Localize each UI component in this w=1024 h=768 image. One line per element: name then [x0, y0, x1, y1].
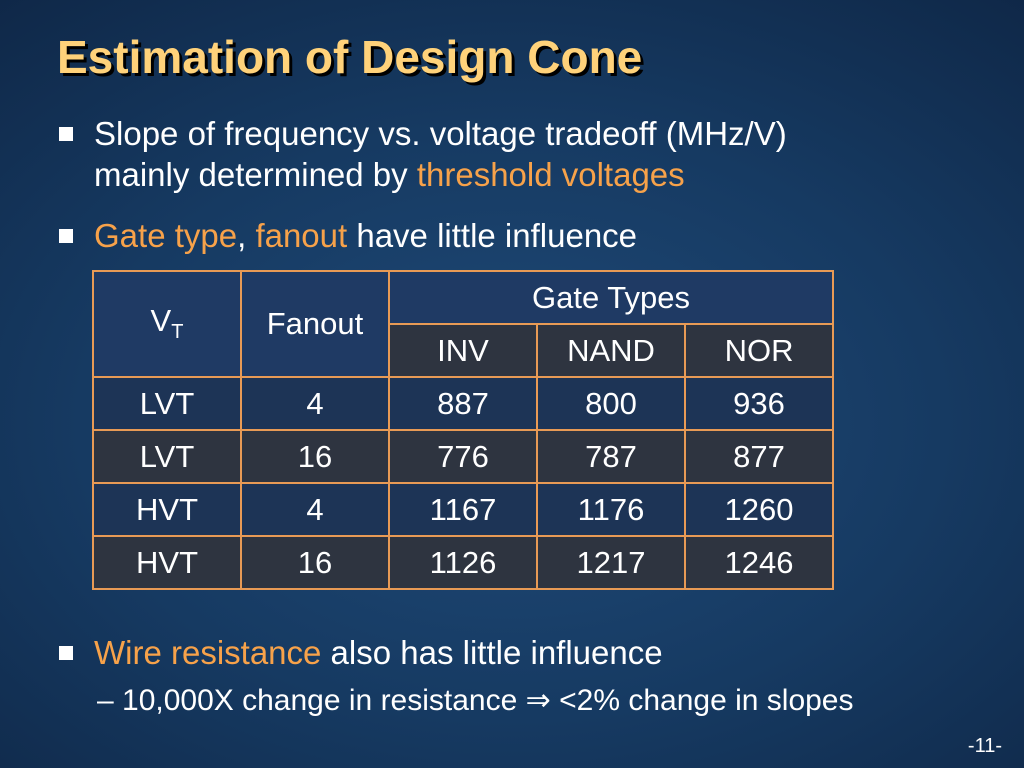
- vt-cell: LVT: [92, 376, 242, 431]
- inv-cell: 1167: [388, 482, 538, 537]
- gate-types-header: Gate Types: [387, 270, 835, 325]
- vt-header-subscript: T: [171, 321, 184, 344]
- square-bullet-icon: [59, 127, 73, 141]
- bullet-wire-rest: also has little influence: [321, 634, 663, 671]
- gate-types-table: VT Fanout Gate Types INV NAND NOR LVT 4 …: [92, 270, 835, 590]
- bullet-gate-sep: ,: [237, 217, 256, 254]
- threshold-voltages-highlight: threshold voltages: [416, 156, 685, 193]
- nand-cell: 1176: [536, 482, 686, 537]
- vt-cell: LVT: [92, 429, 242, 484]
- fanout-header: Fanout: [240, 270, 390, 378]
- nor-header: NOR: [683, 323, 835, 378]
- table-subheader-row: INV NAND NOR: [93, 323, 835, 378]
- nand-header: NAND: [536, 323, 686, 378]
- bullet-gate-type: Gate type, fanout have little influence: [59, 215, 994, 256]
- bullet-slope: Slope of frequency vs. voltage tradeoff …: [59, 113, 994, 195]
- slide-title: Estimation of Design Cone: [57, 31, 643, 83]
- sub-bullet-text2: <2% change in slopes: [550, 684, 854, 717]
- bullet-slope-line1: Slope of frequency vs. voltage tradeoff …: [94, 115, 787, 152]
- vt-cell: HVT: [92, 482, 242, 537]
- vt-cell: HVT: [92, 535, 242, 590]
- vt-header-label: V: [150, 303, 172, 339]
- bullet-slope-line2-text: mainly determined by: [94, 156, 417, 193]
- bullet-slope-line2: mainly determined by threshold voltages: [94, 154, 994, 195]
- inv-header: INV: [388, 323, 538, 378]
- gate-type-highlight: Gate type: [94, 217, 238, 254]
- implies-arrow-icon: ⇒: [525, 684, 551, 717]
- inv-cell: 887: [388, 376, 538, 431]
- table-row: LVT 4 887 800 936: [92, 376, 835, 431]
- nor-cell: 877: [683, 429, 835, 484]
- square-bullet-icon: [59, 229, 73, 243]
- fanout-cell: 4: [240, 376, 390, 431]
- vt-header: VT: [92, 270, 242, 378]
- table-row: LVT 16 776 787 877: [92, 429, 835, 484]
- square-bullet-icon: [59, 646, 73, 660]
- table-header-row: VT Fanout Gate Types: [92, 270, 835, 378]
- nand-cell: 787: [536, 429, 686, 484]
- wire-resistance-highlight: Wire resistance: [94, 634, 322, 671]
- bullet-gate-rest: have little influence: [347, 217, 638, 254]
- page-number: -11-: [967, 735, 1002, 757]
- table-row: HVT 4 1167 1176 1260: [92, 482, 835, 537]
- inv-cell: 776: [388, 429, 538, 484]
- table-row: HVT 16 1126 1217 1246: [92, 535, 835, 590]
- fanout-cell: 16: [240, 429, 390, 484]
- fanout-cell: 16: [240, 535, 390, 590]
- nor-cell: 1246: [683, 535, 835, 590]
- fanout-highlight: fanout: [255, 217, 348, 254]
- bullet-wire-resistance: Wire resistance also has little influenc…: [59, 632, 994, 673]
- nand-cell: 800: [536, 376, 686, 431]
- inv-cell: 1126: [388, 535, 538, 590]
- sub-bullet-resistance-change: – 10,000X change in resistance ⇒ <2% cha…: [97, 683, 854, 719]
- nor-cell: 936: [683, 376, 835, 431]
- sub-bullet-text1: – 10,000X change in resistance: [97, 684, 526, 717]
- nor-cell: 1260: [683, 482, 835, 537]
- nand-cell: 1217: [536, 535, 686, 590]
- fanout-cell: 4: [240, 482, 390, 537]
